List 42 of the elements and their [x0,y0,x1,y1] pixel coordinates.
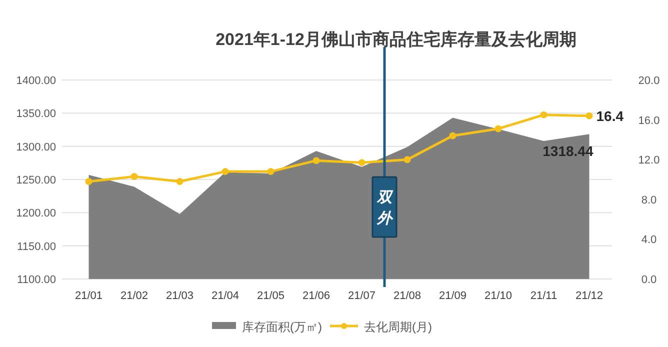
y2-tick-label: 16.0 [638,114,660,127]
legend-label: 去化周期(月) [364,320,432,334]
x-tick-label: 21/02 [120,290,148,302]
point [267,168,274,176]
x-tick-label: 21/04 [211,290,240,302]
x-tick-label: 21/08 [393,290,422,302]
annotation: 双外 [376,189,394,227]
point [404,156,411,164]
y-tick-label: 1300.00 [16,141,56,154]
x-tick-label: 21/01 [74,290,103,302]
y-tick-label: 1250.00 [16,174,56,186]
point [586,112,593,120]
y-tick-label: 1100.00 [17,274,56,286]
point [312,157,320,164]
point [130,173,138,180]
point [449,132,456,140]
x-tick-label: 21/03 [166,290,194,302]
y2-tick-label: 4.0 [641,234,657,246]
point [494,125,502,132]
point [540,111,548,118]
y2-tick-label: 0.0 [641,274,657,286]
point [176,178,184,185]
y2-tick-label: 8.0 [641,194,657,206]
y2-tick-label: 20.0 [638,75,660,87]
data-label: 16.4 [596,108,624,124]
point [85,178,92,185]
x-tick-label: 21/12 [575,290,604,302]
legend-label: 库存面积(万㎡) [242,320,322,334]
y-tick-label: 1350.00 [16,108,56,120]
x-tick-label: 21/07 [348,290,376,302]
x-tick-label: 21/10 [484,290,512,302]
y-tick-label: 1150.00 [17,240,56,253]
point [222,168,229,176]
chart-title: 2021年1-12月佛山市商品住宅库存量及去化周期 [216,30,576,49]
point [358,159,366,166]
x-tick-label: 21/11 [530,290,558,302]
x-tick-label: 21/09 [438,290,467,302]
x-tick-label: 21/06 [302,290,330,302]
y-tick-label: 1400.00 [16,75,56,87]
x-tick-label: 21/05 [256,290,285,302]
y2-tick-label: 12.0 [638,154,660,167]
y-tick-label: 1200.00 [16,208,56,220]
